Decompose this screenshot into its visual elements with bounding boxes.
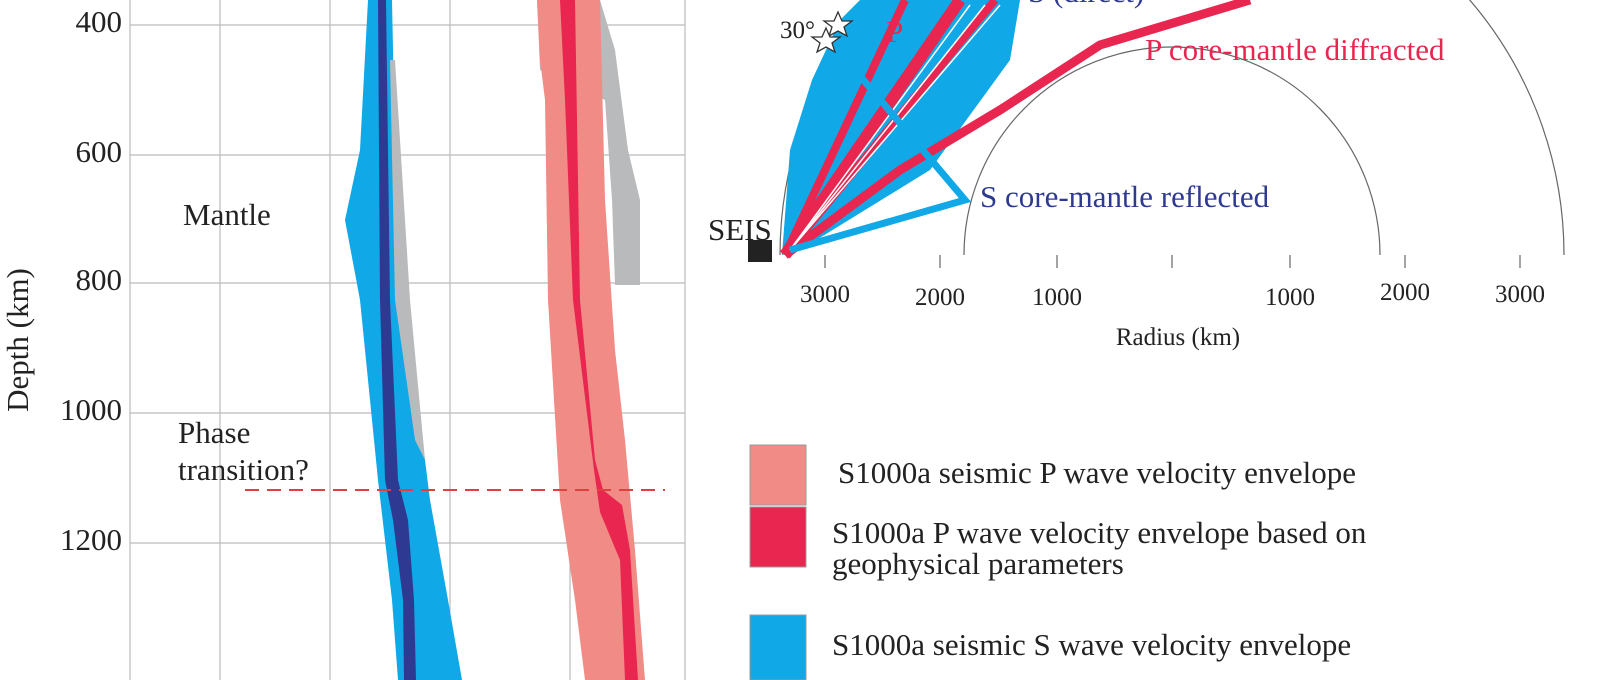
tick-label: 1000 (1265, 284, 1315, 311)
s-geo-envelope (378, 0, 416, 680)
ray-diagram: 3000 2000 1000 1000 2000 3000 Radius (km… (708, 0, 1565, 351)
p-geo-envelope (560, 0, 638, 680)
legend-label: S1000a seismic S wave velocity envelope (832, 627, 1351, 662)
legend: S1000a seismic P wave velocity envelope … (749, 444, 1367, 680)
legend-label: geophysical parameters (832, 546, 1124, 581)
tick-label: 3000 (800, 281, 850, 308)
core-outline (963, 46, 1381, 256)
tick-label: 600 (76, 134, 123, 169)
s-reflected-ray (789, 67, 972, 254)
label-s-reflected: S core-mantle reflected (980, 179, 1270, 214)
label-station: SEIS (708, 212, 772, 247)
tick-label: 3000 (1495, 281, 1545, 308)
s-gray (390, 60, 425, 460)
label-s-direct: S (direct) (1028, 0, 1144, 9)
tick-label: 1000 (60, 392, 122, 427)
legend-label: S1000a P wave velocity envelope based on (832, 515, 1367, 550)
station-marker (748, 240, 772, 262)
axis-label: Radius (km) (1116, 324, 1240, 351)
tick-label: 1200 (60, 522, 122, 557)
tick-label: 800 (76, 262, 123, 297)
annotation: Mantle (183, 197, 271, 232)
legend-label: S1000a seismic P wave velocity envelope (838, 455, 1356, 490)
radius-ticks (824, 255, 1521, 268)
label-angle: 30° (780, 17, 815, 44)
label-p-diffracted: P core-mantle diffracted (1145, 32, 1445, 67)
tick-label: 2000 (915, 284, 965, 311)
event-stars (810, 10, 854, 54)
legend-swatch (749, 444, 807, 506)
annotation: Phase (178, 415, 250, 450)
axis-label: Depth (km) (0, 268, 35, 412)
tick-label: 400 (76, 4, 123, 39)
depth-profile: 400 600 800 1000 1200 Depth (km) Mantle … (0, 0, 686, 680)
tick-label: 1000 (1032, 284, 1082, 311)
s-rays (789, 4, 1001, 251)
annotation: transition? (178, 452, 309, 487)
label-p: P (886, 14, 903, 49)
legend-swatch (749, 614, 807, 680)
tick-label: 2000 (1380, 279, 1430, 306)
legend-swatch (749, 506, 807, 568)
